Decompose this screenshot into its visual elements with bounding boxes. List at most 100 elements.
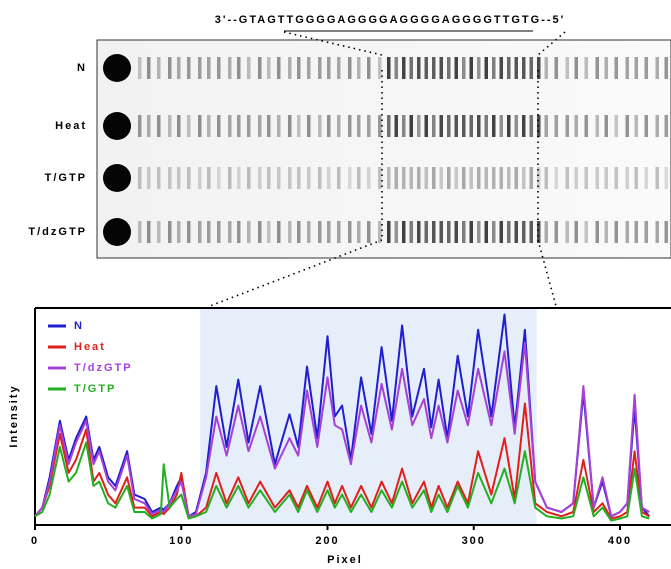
gel-band <box>297 115 301 137</box>
gel-band <box>664 221 668 243</box>
gel-band <box>565 115 569 137</box>
gel-band <box>307 115 311 137</box>
lane-label: N <box>77 62 87 74</box>
gel-band <box>357 221 361 243</box>
gel-band <box>247 167 251 189</box>
gel-band <box>595 57 599 79</box>
gel-band <box>634 221 638 243</box>
gel-band <box>378 57 382 79</box>
legend-label: T/dzGTP <box>74 362 133 374</box>
gel-band <box>337 115 341 137</box>
gel-band <box>217 221 221 243</box>
gel-band <box>499 57 503 79</box>
gel-well-band <box>103 54 131 82</box>
gel-band <box>454 221 458 243</box>
gel-band <box>507 167 511 189</box>
gel-band <box>469 221 473 243</box>
gel-band <box>499 167 503 189</box>
gel-band <box>187 167 191 189</box>
gel-band <box>138 57 142 79</box>
gel-band <box>484 115 488 137</box>
gel-band <box>147 167 151 189</box>
gel-band <box>318 115 322 137</box>
gel-band <box>277 221 281 243</box>
gel-band <box>614 221 618 243</box>
gel-band <box>267 221 271 243</box>
gel-band <box>664 167 668 189</box>
gel-band <box>614 167 618 189</box>
gel-band <box>565 57 569 79</box>
lane-label: Heat <box>55 120 87 132</box>
gel-band <box>327 115 331 137</box>
gel-band <box>492 57 496 79</box>
gel-band <box>544 221 548 243</box>
gel-band <box>307 57 311 79</box>
gel-band <box>187 221 191 243</box>
series-line <box>34 402 650 520</box>
gel-band <box>307 167 311 189</box>
gel-band <box>469 115 473 137</box>
gel-band <box>198 221 202 243</box>
gel-band <box>402 115 406 137</box>
gel-band <box>288 115 292 137</box>
gel-band <box>514 221 518 243</box>
gel-band <box>168 221 172 243</box>
gel-band <box>357 167 361 189</box>
gel-band <box>228 221 232 243</box>
gel-band <box>367 167 371 189</box>
gel-band <box>387 221 391 243</box>
gel-band <box>157 221 161 243</box>
gel-band <box>409 115 413 137</box>
lane-label: T/dzGTP <box>28 226 87 238</box>
gel-band <box>402 57 406 79</box>
gel-band <box>138 115 142 137</box>
gel-band <box>337 167 341 189</box>
gel-band <box>147 221 151 243</box>
lane-label: T/GTP <box>45 172 87 184</box>
gel-band <box>228 115 232 137</box>
gel-band <box>499 115 503 137</box>
gel-band <box>378 167 382 189</box>
gel-band <box>138 167 142 189</box>
gel-band <box>228 57 232 79</box>
gel-band <box>454 115 458 137</box>
gel-band <box>288 167 292 189</box>
gel-band <box>237 115 241 137</box>
gel-band <box>644 57 648 79</box>
gel-well-band <box>103 164 131 192</box>
gel-band <box>387 167 391 189</box>
gel-band <box>529 221 533 243</box>
gel-band <box>584 167 588 189</box>
gel-band <box>595 221 599 243</box>
gel-band <box>477 115 481 137</box>
gel-band <box>258 115 262 137</box>
gel-band <box>644 115 648 137</box>
gel-band <box>462 57 466 79</box>
gel-band <box>394 57 398 79</box>
gel-band <box>604 221 608 243</box>
gel-band <box>168 167 172 189</box>
legend-label: Heat <box>74 341 106 353</box>
gel-band <box>614 57 618 79</box>
gel-band <box>432 221 436 243</box>
gel-band <box>529 167 533 189</box>
gel-band <box>644 167 648 189</box>
gel-band <box>177 57 181 79</box>
x-axis-label: Pixel <box>327 554 363 566</box>
gel-band <box>565 221 569 243</box>
gel-band <box>417 115 421 137</box>
gel-band <box>655 115 659 137</box>
gel-band <box>554 57 558 79</box>
gel-band <box>432 167 436 189</box>
gel-band <box>604 167 608 189</box>
gel-band <box>469 167 473 189</box>
gel-band <box>367 221 371 243</box>
gel-band <box>554 167 558 189</box>
gel-band <box>439 221 443 243</box>
gel-band <box>207 57 211 79</box>
y-axis-label: Intensity <box>8 384 20 447</box>
gel-band <box>258 57 262 79</box>
gel-band <box>247 57 251 79</box>
gel-band <box>348 115 352 137</box>
